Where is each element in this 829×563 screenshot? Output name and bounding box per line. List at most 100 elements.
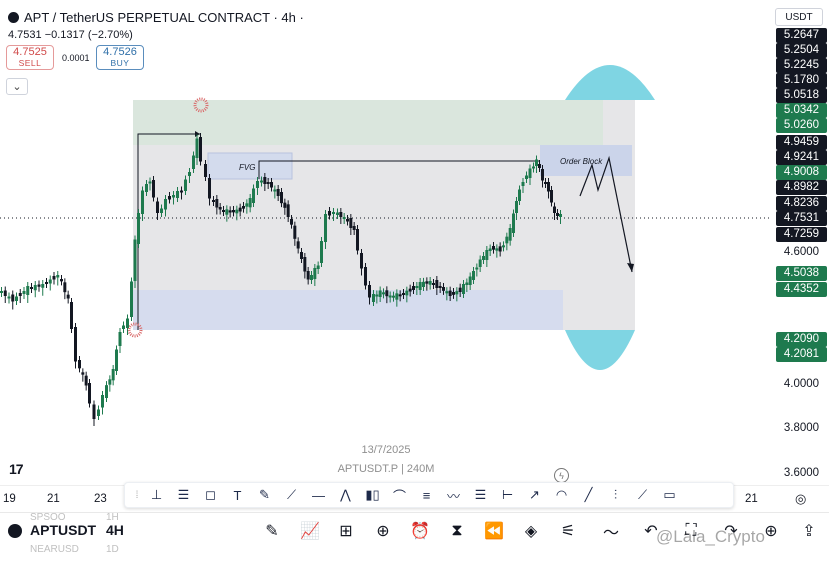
grid-icon[interactable]: ⊞ [339,523,353,540]
horizontal-ray-icon[interactable]: ☰ [177,487,190,502]
ruler-icon[interactable]: ☰ [474,487,487,502]
price-label: 4.0000 [783,378,820,390]
settings-sliders-icon[interactable]: ⚟ [560,523,576,540]
candle-body [0,291,3,293]
candle-body [508,228,512,241]
candle-body [156,201,159,213]
candle-body [535,159,538,166]
rectangle-icon[interactable]: ◻ [205,487,216,502]
bottom-timeframe[interactable]: 4H [106,522,124,538]
polyline-icon[interactable]: ⟋ [637,487,648,502]
cursor-icon[interactable]: ⊥ [150,487,163,502]
pencil-icon[interactable]: ✎ [265,523,279,540]
ticks-icon[interactable]: ⫶ [613,487,618,502]
pattern-icon[interactable]: ⋀ [340,487,351,502]
candle-body [368,285,371,298]
candle-body [512,213,515,233]
lightning-icon[interactable]: ϟ [554,468,569,483]
candle-body [339,212,343,217]
top-cyan-marker [565,65,655,100]
candle-body [525,175,528,179]
candle-body [97,409,100,416]
add-icon[interactable]: ⊕ [376,523,390,540]
arc-icon[interactable]: ⌒ [392,488,406,504]
layers-icon[interactable]: ◈ [524,523,538,540]
note-icon[interactable]: ▭ [663,487,676,502]
candle-body [22,291,26,294]
text-icon[interactable]: T [233,487,242,503]
candle-body [475,267,479,270]
drawing-toolbar[interactable]: ⁞ ⊥ ☰ ◻ T ✎ ⟋ — ⋀ ▮▯ ⌒ ≡ 〰 ☰ ⊢ ↗ ◠ ╱ ⫶ ⟋… [124,482,734,508]
buy-price: 4.7526 [103,46,137,58]
alarm-icon[interactable]: ⏰ [410,523,430,540]
price-axis[interactable]: 5.2647 5.2504 5.2245 5.1780 5.0518 5.0342 5.02… [772,0,829,485]
indicators-icon[interactable]: 📈 [300,523,320,540]
candle-body [195,138,199,158]
currency-select[interactable]: USDT [775,8,823,26]
candle-body [84,375,88,386]
fvg-box [207,152,293,180]
symbol-header[interactable]: APT / TetherUS PERPETUAL CONTRACT · 4h · [8,8,304,26]
candle-body [18,293,22,296]
price-label: 5.2504 [776,43,827,58]
support-zone [133,290,563,330]
price-label: 5.0342 [776,103,827,118]
candle-type-icon[interactable]: ⧗ [451,522,463,539]
candle-body [141,190,144,214]
chevron-down-icon[interactable]: ⌄ [6,78,28,95]
sell-button[interactable]: 4.7525 SELL [6,45,54,70]
candle-body [26,286,30,295]
candle-body [375,294,379,297]
candles-icon[interactable]: ▮▯ [365,487,380,502]
price-label: 5.1780 [776,73,827,88]
redo-icon[interactable]: ↷ [724,523,738,540]
symbol-logo-icon [8,11,19,23]
candle-body [148,181,152,184]
price-chart[interactable]: FVG Order Block [0,0,772,480]
trend-icon[interactable]: 〜 [602,525,619,542]
price-label: 4.2081 [776,347,827,362]
settings-icon[interactable]: ◎ [795,491,807,506]
candle-body [372,294,375,302]
prev-symbol[interactable]: SPSOO [30,512,66,523]
next-timeframe[interactable]: 1D [106,544,119,555]
shape-icon[interactable]: ◠ [555,487,568,502]
candle-body [270,182,273,188]
fib-icon[interactable]: ≡ [422,487,431,503]
line-icon[interactable]: ╱ [584,487,593,502]
fullscreen-icon[interactable]: ⛶ [685,522,697,539]
price-label: 5.0260 [776,118,827,133]
share-icon[interactable]: ⇪ [802,523,816,540]
replay-icon[interactable]: ⏪ [484,523,504,540]
zoom-in-icon[interactable]: ⊕ [764,523,778,540]
prev-timeframe[interactable]: 1H [106,512,119,523]
candle-body [435,280,439,288]
candle-body [541,169,544,181]
price-label: 5.2647 [776,28,827,43]
price-label: 4.9241 [776,150,827,165]
candle-body [342,217,346,219]
bottom-symbol[interactable]: APTUSDT [30,522,97,538]
arrow-icon[interactable]: ↗ [529,487,540,502]
tradingview-logo-icon[interactable]: 17 [9,461,24,477]
horizontal-line-icon[interactable]: — [312,487,325,503]
trend-line-icon[interactable]: ⟋ [286,487,297,502]
candle-body [242,206,245,209]
buy-label: BUY [110,58,130,68]
price-label: 3.6000 [783,467,820,479]
candle-body [266,182,270,184]
candle-body [488,248,492,251]
candle-body [74,327,77,362]
brush-icon[interactable]: ✎ [259,487,270,502]
buy-button[interactable]: 4.7526 BUY [96,45,144,70]
next-symbol[interactable]: NEARUSD [30,544,79,555]
undo-icon[interactable]: ↶ [644,523,658,540]
path-icon[interactable]: 〰 [446,488,460,504]
candle-body [33,285,37,291]
order-block-box [540,145,632,176]
drag-handle-icon[interactable]: ⁞ [135,489,139,501]
candle-body [252,188,255,203]
chart-area[interactable]: FVG Order Block [0,0,772,480]
date-range-icon[interactable]: ⊢ [501,487,514,502]
candle-body [180,190,183,193]
